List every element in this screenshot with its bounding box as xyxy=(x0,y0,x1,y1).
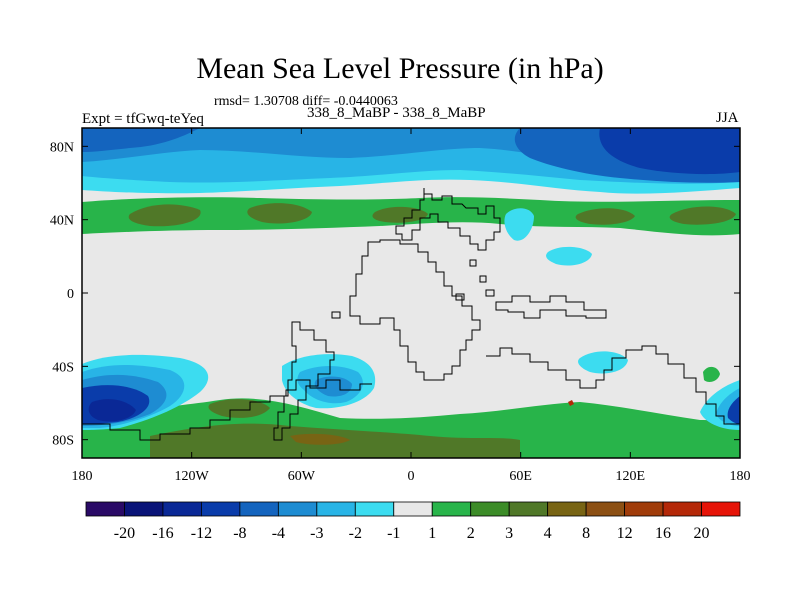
colorbar-label: 20 xyxy=(694,525,710,542)
colorbar-swatch xyxy=(662,501,702,517)
colorbar-swatch xyxy=(470,501,510,517)
north-olive-blob-2 xyxy=(247,203,312,224)
colorbar-label: -1 xyxy=(387,525,400,542)
season-label: JJA xyxy=(716,110,739,126)
green-patch-se xyxy=(703,366,720,382)
cyan-patch-2 xyxy=(546,246,592,266)
colorbar-swatch xyxy=(239,501,279,517)
colorbar-label: 8 xyxy=(582,525,590,542)
colorbar-swatch xyxy=(547,501,587,517)
colorbar-label: 4 xyxy=(544,525,552,542)
x-tick-label: 180 xyxy=(730,469,751,484)
colorbar-label: -3 xyxy=(310,525,323,542)
colorbar-swatch xyxy=(201,501,241,517)
cyan-patch-3 xyxy=(578,351,628,374)
pressure-field xyxy=(82,128,740,458)
north-olive-blob-3 xyxy=(372,206,428,223)
sc-low-blue xyxy=(314,376,352,397)
coastline-africa xyxy=(349,239,481,381)
colorbar-swatch xyxy=(624,501,664,517)
colorbar-label: 16 xyxy=(655,525,671,542)
se-low-deepblue xyxy=(727,396,740,424)
x-tick-label: 0 xyxy=(408,469,415,484)
coastline-islands-3 xyxy=(485,289,495,297)
colorbar-swatch xyxy=(354,501,395,517)
x-tick-label: 60E xyxy=(509,469,532,484)
coastline-islands-4 xyxy=(331,311,341,319)
y-tick-label: 40S xyxy=(52,360,74,375)
coastline-islands-5 xyxy=(455,293,465,301)
colorbar-swatch xyxy=(701,501,741,517)
colorbar-swatch xyxy=(162,501,202,517)
arctic-deepblue-east xyxy=(599,128,740,175)
north-olive-blob-1 xyxy=(128,204,201,227)
north-olive-blob-4 xyxy=(575,208,635,225)
y-tick-label: 40N xyxy=(50,214,74,229)
colorbar-swatch xyxy=(124,501,164,517)
colorbar-swatch xyxy=(508,501,549,517)
axis-ticks: 180 120W 60W 0 60E 120E 180 80N 40N 0 40S 80S xyxy=(50,128,751,484)
y-tick-label: 0 xyxy=(67,287,74,302)
colorbar-label: 12 xyxy=(617,525,633,542)
coastline-asia-east xyxy=(495,295,607,319)
x-tick-label: 180 xyxy=(72,469,93,484)
coastline-layer xyxy=(82,188,740,441)
colorbar-label: 2 xyxy=(467,525,475,542)
colorbar-label: -20 xyxy=(114,525,135,542)
north-olive-blob-5 xyxy=(669,206,736,225)
colorbar: -20 -16 -12 -8 -4 -3 -2 -1 1 2 3 4 8 12 16 20 xyxy=(85,501,741,542)
colorbar-label: 3 xyxy=(505,525,513,542)
arctic-midblue-west xyxy=(82,128,200,152)
y-tick-label: 80S xyxy=(52,434,74,449)
colorbar-label: -8 xyxy=(233,525,246,542)
colorbar-label: -16 xyxy=(152,525,173,542)
coastline-antarctica xyxy=(82,379,372,441)
y-tick-label: 80N xyxy=(50,140,74,155)
south-brown-strip xyxy=(290,433,350,445)
map-subtitle: 338_8_MaBP - 338_8_MaBP xyxy=(307,105,486,121)
x-tick-label: 60W xyxy=(288,469,316,484)
colorbar-swatch xyxy=(393,501,433,517)
colorbar-label: -12 xyxy=(191,525,212,542)
colorbar-swatch xyxy=(316,501,356,517)
coastline-islands-2 xyxy=(479,275,487,283)
south-red-dot xyxy=(568,400,574,406)
colorbar-label: -4 xyxy=(272,525,285,542)
coastline-australia xyxy=(486,345,740,425)
x-tick-label: 120E xyxy=(616,469,646,484)
south-olive-west xyxy=(208,399,270,418)
coastline-eurasia-africa xyxy=(395,188,501,251)
coastline-south-america xyxy=(273,321,335,441)
x-tick-label: 120W xyxy=(175,469,210,484)
colorbar-swatch xyxy=(85,501,125,517)
cyan-patch-1 xyxy=(504,208,534,241)
colorbar-label: 1 xyxy=(428,525,436,542)
colorbar-label: -2 xyxy=(349,525,362,542)
colorbar-swatch xyxy=(431,501,472,517)
colorbar-swatch xyxy=(277,501,318,517)
map-title: Mean Sea Level Pressure (in hPa) xyxy=(196,52,604,85)
sw-low-darkblue xyxy=(88,399,136,422)
colorbar-swatch xyxy=(585,501,625,517)
stats-text: rmsd= 1.30708 diff= -0.0440063 xyxy=(214,94,398,109)
experiment-label: Expt = tfGwq-teYeq xyxy=(82,111,204,127)
coastline-islands-1 xyxy=(469,259,477,267)
